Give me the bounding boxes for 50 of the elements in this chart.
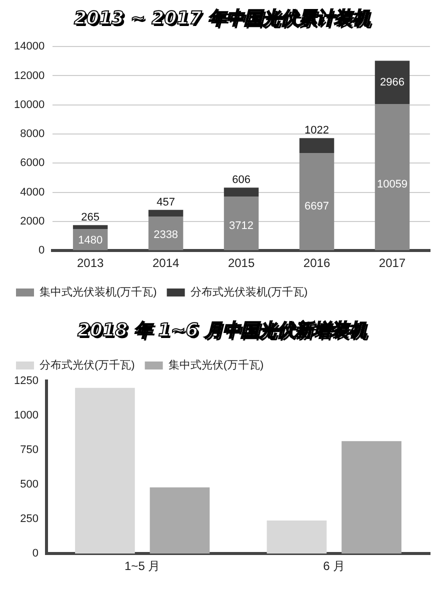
data-label: 606 xyxy=(232,174,250,186)
x-tick-label: 2013 xyxy=(76,256,104,270)
bar xyxy=(266,520,327,554)
legend-label: 分布式光伏装机(万千瓦) xyxy=(190,286,308,299)
y-tick-label: 4000 xyxy=(20,186,45,198)
data-label: 10059 xyxy=(376,178,408,190)
x-tick-label: 1~5 月 xyxy=(124,559,160,574)
y-tick-label: 6000 xyxy=(20,157,45,170)
x-tick-label: 2015 xyxy=(228,256,255,270)
bar xyxy=(148,210,184,217)
x-tick-label: 2014 xyxy=(152,256,180,270)
y-tick-label: 500 xyxy=(20,478,38,491)
data-label: 457 xyxy=(156,196,175,208)
bar xyxy=(148,216,184,250)
y-tick-label: 2000 xyxy=(20,215,45,228)
data-label: 2338 xyxy=(154,229,178,242)
bar xyxy=(374,60,410,104)
y-tick-label: 12000 xyxy=(14,70,45,82)
data-label: 1480 xyxy=(78,234,103,247)
y-tick-label: 1250 xyxy=(14,375,38,388)
bar xyxy=(224,196,259,250)
bar xyxy=(342,441,402,554)
x-tick-label: 2017 xyxy=(378,256,406,270)
y-tick-label: 0 xyxy=(38,244,45,257)
y-tick-label: 10000 xyxy=(14,98,45,111)
bar xyxy=(150,487,210,554)
x-tick-label: 2016 xyxy=(303,256,330,270)
y-tick-label: 8000 xyxy=(20,128,45,140)
bar xyxy=(299,153,334,250)
legend-label: 集中式光伏(万千瓦) xyxy=(168,358,264,372)
bar xyxy=(75,388,135,554)
x-tick-label: 6 月 xyxy=(323,559,346,574)
legend-label: 集中式光伏装机(万千瓦) xyxy=(40,286,157,299)
bar xyxy=(299,138,334,154)
data-label: 2966 xyxy=(380,76,404,88)
bar xyxy=(72,225,108,230)
chart-title: 2013 ~ 2017 年中国光伏累计装机 xyxy=(72,7,374,31)
data-label: 1022 xyxy=(304,124,330,137)
data-label: 6697 xyxy=(304,200,330,212)
y-tick-label: 0 xyxy=(32,548,38,560)
y-tick-label: 1000 xyxy=(14,410,38,422)
bar xyxy=(224,188,259,197)
data-label: 3712 xyxy=(229,220,254,232)
bar xyxy=(374,104,410,250)
data-label: 265 xyxy=(81,212,100,224)
chart-title: 2018 年 1~6 月中国光伏新增装机 xyxy=(76,318,370,343)
y-tick-label: 750 xyxy=(20,444,38,456)
y-tick-label: 250 xyxy=(20,513,38,526)
y-tick-label: 14000 xyxy=(14,40,45,53)
legend-label: 分布式光伏(万千瓦) xyxy=(40,358,135,372)
